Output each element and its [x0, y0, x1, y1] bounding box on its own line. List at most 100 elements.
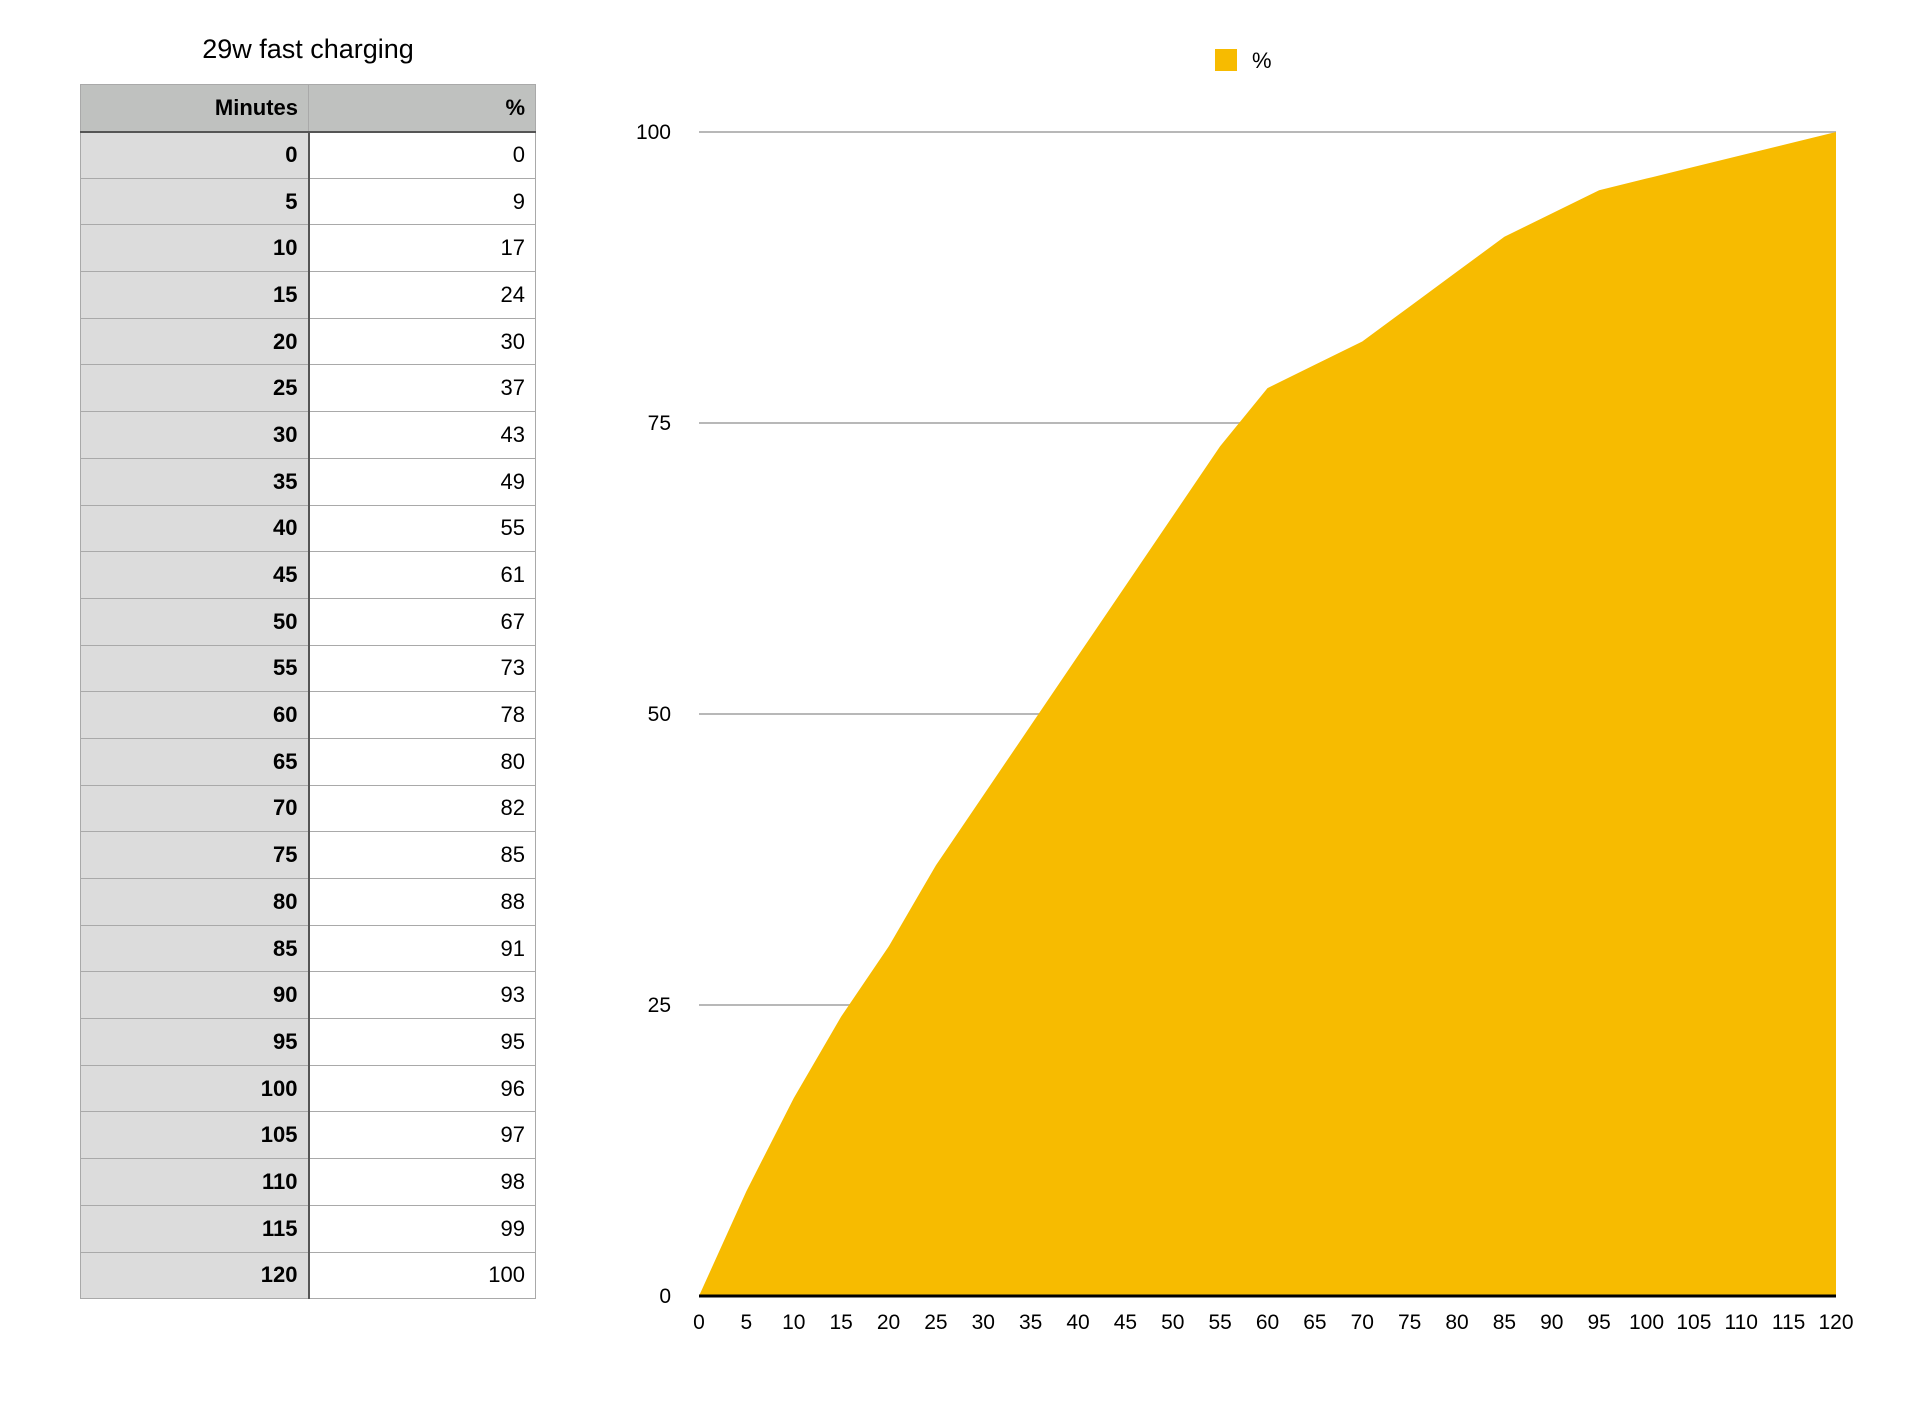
x-tick-label: 0: [693, 1311, 705, 1334]
cell-percent[interactable]: 78: [308, 691, 536, 739]
cell-minutes[interactable]: 65: [80, 737, 310, 786]
cell-minutes[interactable]: 35: [80, 457, 310, 506]
y-tick-label: 75: [648, 412, 671, 435]
table-row: 105 97: [80, 1111, 536, 1160]
cell-percent[interactable]: 98: [308, 1158, 536, 1206]
legend-label: %: [1252, 48, 1272, 73]
cell-percent[interactable]: 91: [308, 924, 536, 973]
cell-minutes[interactable]: 105: [80, 1111, 310, 1160]
x-tick-label: 105: [1676, 1311, 1711, 1334]
cell-percent[interactable]: 9: [308, 177, 536, 226]
table-row: 50 67: [80, 597, 536, 646]
cell-minutes[interactable]: 100: [80, 1064, 310, 1113]
x-tick-label: 60: [1256, 1311, 1279, 1334]
cell-minutes[interactable]: 115: [80, 1204, 310, 1253]
y-tick-label: 25: [648, 994, 671, 1017]
y-tick-label: 100: [636, 121, 671, 144]
x-tick-label: 85: [1493, 1311, 1516, 1334]
x-tick-label: 30: [972, 1311, 995, 1334]
y-tick-label: 0: [659, 1285, 671, 1308]
x-tick-label: 15: [829, 1311, 852, 1334]
x-tick-label: 10: [782, 1311, 805, 1334]
cell-minutes[interactable]: 50: [80, 597, 310, 646]
table-row: 70 82: [80, 784, 536, 833]
x-tick-label: 95: [1587, 1311, 1610, 1334]
x-tick-label: 35: [1019, 1311, 1042, 1334]
cell-minutes[interactable]: 60: [80, 691, 310, 739]
cell-minutes[interactable]: 80: [80, 878, 310, 926]
table-row: 40 55: [80, 504, 536, 553]
cell-percent[interactable]: 24: [308, 271, 536, 319]
table-row: 100 96: [80, 1064, 536, 1113]
cell-percent[interactable]: 17: [308, 224, 536, 273]
table-row: 65 80: [80, 737, 536, 786]
cell-minutes[interactable]: 75: [80, 831, 310, 879]
cell-minutes[interactable]: 20: [80, 317, 310, 366]
cell-percent[interactable]: 30: [308, 317, 536, 366]
x-tick-label: 100: [1629, 1311, 1664, 1334]
cell-percent[interactable]: 85: [308, 831, 536, 879]
table-row: 120 100: [80, 1251, 536, 1300]
legend-swatch: [1215, 49, 1237, 71]
cell-minutes[interactable]: 10: [80, 224, 310, 273]
x-tick-label: 90: [1540, 1311, 1563, 1334]
table-row: 75 85: [80, 831, 536, 879]
cell-percent[interactable]: 61: [308, 551, 536, 599]
cell-percent[interactable]: 93: [308, 971, 536, 1020]
cell-percent[interactable]: 100: [308, 1251, 536, 1300]
cell-percent[interactable]: 67: [308, 597, 536, 646]
x-tick-label: 70: [1351, 1311, 1374, 1334]
cell-percent[interactable]: 80: [308, 737, 536, 786]
x-tick-label: 20: [877, 1311, 900, 1334]
header-percent: %: [308, 84, 536, 133]
cell-percent[interactable]: 82: [308, 784, 536, 833]
x-tick-label: 25: [924, 1311, 947, 1334]
cell-minutes[interactable]: 70: [80, 784, 310, 833]
cell-minutes[interactable]: 0: [80, 131, 310, 179]
cell-percent[interactable]: 97: [308, 1111, 536, 1160]
cell-percent[interactable]: 73: [308, 644, 536, 693]
x-tick-label: 65: [1303, 1311, 1326, 1334]
table-title: 29w fast charging: [202, 34, 414, 64]
cell-percent[interactable]: 95: [308, 1018, 536, 1066]
cell-percent[interactable]: 37: [308, 364, 536, 413]
cell-minutes[interactable]: 55: [80, 644, 310, 693]
table-row: 60 78: [80, 691, 536, 739]
cell-percent[interactable]: 99: [308, 1204, 536, 1253]
cell-minutes[interactable]: 120: [80, 1251, 310, 1300]
cell-percent[interactable]: 55: [308, 504, 536, 553]
table-header-row: Minutes %: [80, 84, 536, 133]
cell-minutes[interactable]: 15: [80, 271, 310, 319]
cell-minutes[interactable]: 40: [80, 504, 310, 553]
data-table: Minutes % 0 0 5 9 10 17 15 24 20 30 25 37 30 43 35 49 40…: [80, 84, 536, 1300]
table-row: 15 24: [80, 271, 536, 319]
x-tick-label: 75: [1398, 1311, 1421, 1334]
x-tick-label: 45: [1114, 1311, 1137, 1334]
cell-minutes[interactable]: 30: [80, 411, 310, 459]
table-row: 30 43: [80, 411, 536, 459]
cell-percent[interactable]: 96: [308, 1064, 536, 1113]
cell-minutes[interactable]: 25: [80, 364, 310, 413]
cell-minutes[interactable]: 5: [80, 177, 310, 226]
cell-percent[interactable]: 43: [308, 411, 536, 459]
cell-percent[interactable]: 0: [308, 131, 536, 179]
cell-minutes[interactable]: 85: [80, 924, 310, 973]
cell-minutes[interactable]: 95: [80, 1018, 310, 1066]
table-row: 10 17: [80, 224, 536, 273]
table-row: 85 91: [80, 924, 536, 973]
cell-percent[interactable]: 88: [308, 878, 536, 926]
table-row: 35 49: [80, 457, 536, 506]
table-row: 110 98: [80, 1158, 536, 1206]
cell-minutes[interactable]: 90: [80, 971, 310, 1020]
table-row: 95 95: [80, 1018, 536, 1066]
cell-percent[interactable]: 49: [308, 457, 536, 506]
cell-minutes[interactable]: 45: [80, 551, 310, 599]
x-tick-label: 55: [1208, 1311, 1231, 1334]
x-tick-label: 80: [1445, 1311, 1468, 1334]
cell-minutes[interactable]: 110: [80, 1158, 310, 1206]
area-series: [699, 132, 1836, 1296]
table-row: 45 61: [80, 551, 536, 599]
